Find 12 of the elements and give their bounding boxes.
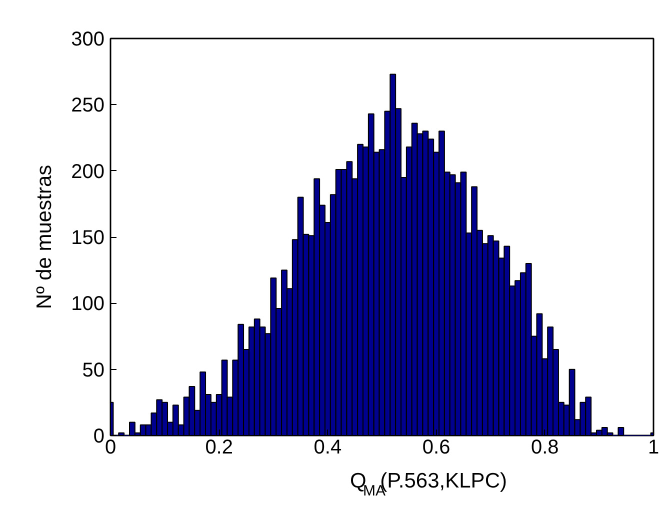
y-tick-label: 200 [71, 160, 105, 183]
x-tick-label: 0.8 [531, 436, 559, 458]
x-tick-label: 1 [648, 436, 659, 458]
x-tick-label: 0.6 [422, 436, 450, 458]
y-axis-title: Nº de muestras [33, 164, 56, 310]
y-tick-label: 100 [71, 293, 105, 316]
x-tick-label: 0.2 [205, 436, 234, 458]
y-tick-label: 250 [71, 94, 105, 117]
y-tick-label: 150 [71, 227, 105, 249]
x-tick-label: 0.4 [314, 436, 342, 458]
y-tick-label: 50 [82, 359, 105, 382]
y-tick-label: 300 [71, 28, 105, 50]
